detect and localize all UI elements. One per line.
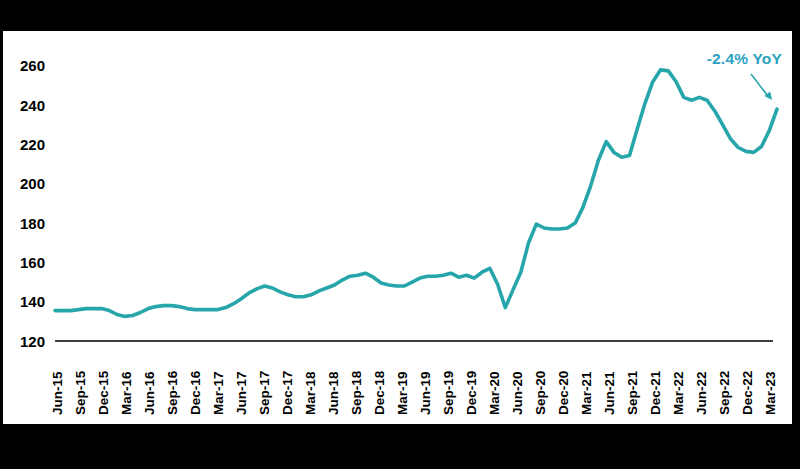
annotation-arrow <box>751 74 768 96</box>
x-tick-label: Sep-17 <box>257 371 272 415</box>
x-tick-label: Mar-23 <box>763 371 778 415</box>
x-tick-label: Sep-18 <box>349 370 364 415</box>
x-tick-label: Jun-20 <box>510 371 525 415</box>
x-tick-label: Mar-19 <box>395 371 410 415</box>
x-tick-label: Dec-17 <box>280 371 295 415</box>
x-tick-label: Sep-21 <box>625 370 640 415</box>
x-tick-label: Sep-15 <box>73 370 88 415</box>
y-tick-label: 200 <box>20 175 45 192</box>
y-tick-label: 240 <box>20 97 45 114</box>
x-tick-label: Jun-17 <box>234 371 249 415</box>
x-tick-label: Dec-16 <box>188 370 203 415</box>
x-tick-label: Dec-15 <box>96 370 111 415</box>
y-tick-label: 140 <box>20 293 45 310</box>
x-tick-label: Sep-22 <box>717 371 732 415</box>
x-tick-label: Mar-21 <box>579 371 594 415</box>
x-tick-label: Jun-16 <box>142 371 157 415</box>
trend-line <box>55 70 777 317</box>
y-tick-label: 260 <box>20 57 45 74</box>
chart-panel: 120 140 160 180 200 220 240 260 Jun-15 Sep-15 Dec-… <box>3 31 792 424</box>
black-frame: 120 140 160 180 200 220 240 260 Jun-15 Sep-15 Dec-… <box>0 0 800 469</box>
y-tick-label: 180 <box>20 215 45 232</box>
x-tick-label: Sep-16 <box>165 370 180 415</box>
y-tick-label: 220 <box>20 136 45 153</box>
x-tick-label: Jun-18 <box>326 371 341 415</box>
x-tick-label: Dec-21 <box>648 370 663 415</box>
x-tick-label: Jun-21 <box>602 371 617 415</box>
x-tick-label: Sep-20 <box>533 371 548 415</box>
x-tick-label: Dec-20 <box>556 371 571 415</box>
x-tick-label: Sep-19 <box>441 371 456 415</box>
x-tick-label: Mar-17 <box>211 371 226 415</box>
x-tick-label: Dec-22 <box>740 371 755 415</box>
x-tick-label: Dec-19 <box>464 371 479 415</box>
y-tick-label: 160 <box>20 254 45 271</box>
x-tick-label: Jun-22 <box>694 371 709 415</box>
x-tick-label: Mar-22 <box>671 371 686 415</box>
x-tick-label: Mar-20 <box>487 371 502 415</box>
x-tick-label: Jun-19 <box>418 371 433 415</box>
line-chart: 120 140 160 180 200 220 240 260 Jun-15 Sep-15 Dec-… <box>3 31 792 424</box>
y-tick-label: 120 <box>20 333 45 350</box>
x-tick-label: Jun-15 <box>50 371 65 415</box>
x-tick-label: Mar-16 <box>119 371 134 415</box>
yoy-annotation-label: -2.4% YoY <box>707 50 782 68</box>
x-tick-label: Mar-18 <box>303 371 318 415</box>
x-tick-label: Dec-18 <box>372 370 387 415</box>
